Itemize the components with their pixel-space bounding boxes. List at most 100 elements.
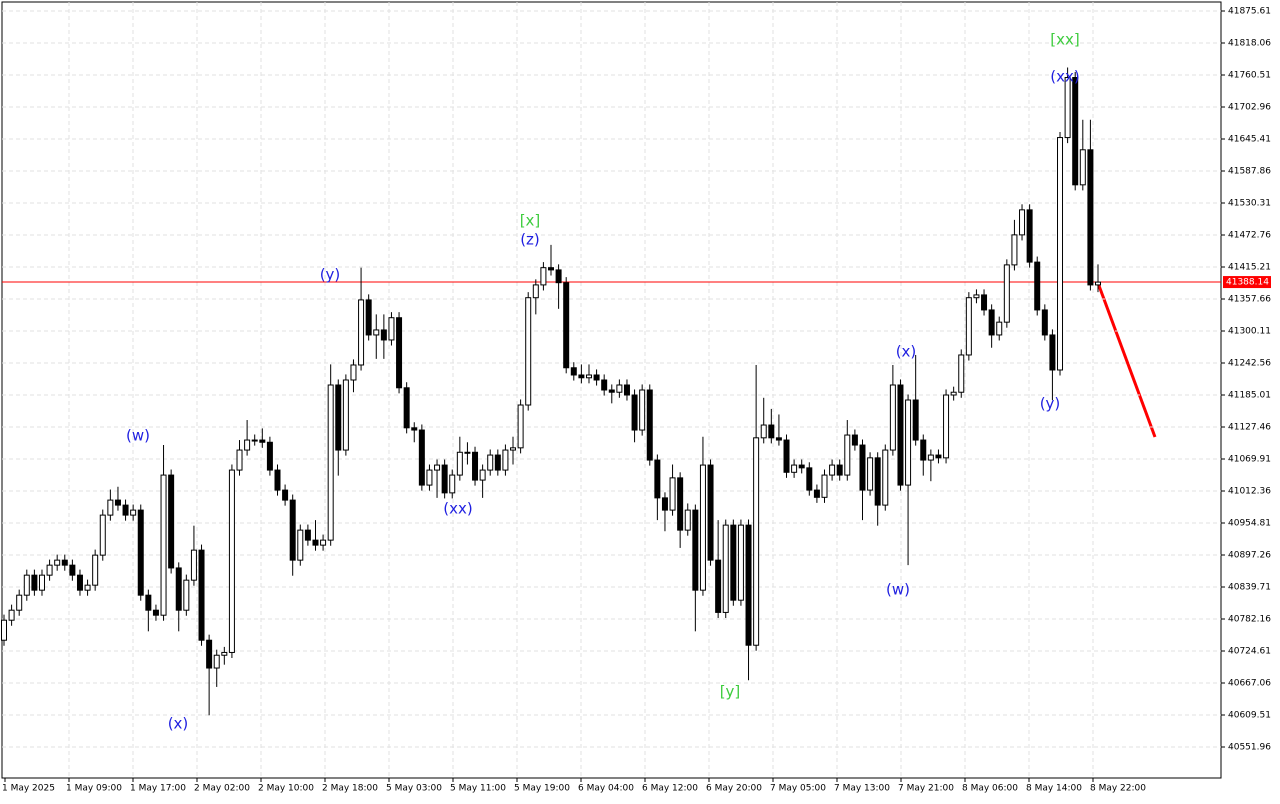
candle-body (525, 297, 532, 406)
candle-body (213, 654, 220, 669)
candle-body (46, 564, 53, 576)
candle-body (396, 317, 403, 389)
candle-body (434, 464, 441, 471)
x-tick-label: 7 May 05:00 (770, 784, 826, 794)
candle-body (851, 434, 858, 446)
candle-body (844, 434, 851, 476)
candle-body (145, 594, 152, 611)
candle-body (76, 574, 83, 591)
y-tick-label: 41875.61 (1228, 7, 1271, 17)
candle-body (1057, 137, 1064, 371)
candle-body (639, 389, 646, 431)
candle-body (791, 464, 798, 473)
candle-body (783, 439, 790, 473)
candle-body (479, 469, 486, 481)
x-tick-label: 5 May 19:00 (514, 784, 570, 794)
wave-label: [xx] (1050, 31, 1079, 49)
y-tick-label: 41415.21 (1228, 263, 1271, 273)
candle-body (107, 499, 114, 516)
candle-body (517, 404, 524, 449)
candle-body (1011, 234, 1018, 266)
candle-body (403, 387, 410, 429)
candle-body (168, 474, 175, 569)
candle-body (905, 399, 912, 486)
forecast-arrow (1096, 282, 1157, 438)
candle-body (540, 267, 547, 286)
y-tick-label: 41185.01 (1228, 391, 1271, 401)
candle-body (426, 469, 433, 486)
candle-body (775, 437, 782, 441)
y-tick-label: 40609.51 (1228, 711, 1271, 721)
y-tick-label: 41818.06 (1228, 39, 1271, 49)
candle-body (358, 299, 365, 366)
wave-label: (x) (896, 343, 917, 361)
candle-body (312, 539, 319, 546)
candle-body (715, 559, 722, 613)
candle-body (882, 449, 889, 506)
candle-body (472, 451, 479, 481)
candle-body (927, 454, 934, 461)
candle-body (487, 454, 494, 471)
y-tick-label: 41127.46 (1228, 423, 1271, 433)
candle-body (494, 454, 501, 471)
candle-body (1034, 261, 1041, 311)
candle-body (160, 474, 167, 616)
candle-body (335, 384, 342, 451)
candle-body (745, 524, 752, 646)
candle-body (988, 309, 995, 336)
candle-body (1087, 149, 1094, 286)
wave-label: (z) (520, 231, 540, 249)
candle-body (228, 469, 235, 653)
y-tick-label: 41530.31 (1228, 199, 1271, 209)
candle-body (806, 467, 813, 491)
candle-body (350, 364, 357, 381)
x-tick-label: 1 May 2025 (2, 784, 55, 794)
candle-body (502, 449, 509, 471)
candle-body (563, 282, 570, 369)
wave-label: (xx) (443, 500, 472, 518)
y-tick-label: 41242.56 (1228, 359, 1271, 369)
candle-body (441, 464, 448, 494)
candle-body (943, 394, 950, 459)
candle-body (798, 464, 805, 469)
candle-body (661, 497, 668, 511)
candle-body (365, 299, 372, 336)
x-tick-label: 2 May 10:00 (258, 784, 314, 794)
candle-body (388, 317, 395, 341)
candle-body (221, 651, 228, 656)
wave-label: (xx) (1050, 68, 1079, 86)
x-tick-label: 7 May 21:00 (898, 784, 954, 794)
candle-body (768, 424, 775, 439)
candle-body (889, 384, 896, 451)
y-tick-label: 41760.51 (1228, 71, 1271, 81)
candle-body (130, 509, 137, 516)
candle-body (61, 559, 68, 566)
candle-body (259, 439, 266, 443)
candle-body (373, 329, 380, 336)
candle-body (737, 524, 744, 601)
candle-body (456, 451, 463, 476)
candle-body (54, 559, 61, 566)
candle-body (236, 449, 243, 471)
candle-body (897, 384, 904, 486)
x-tick-label: 7 May 13:00 (834, 784, 890, 794)
candle-body (206, 639, 213, 669)
y-tick-label: 41357.66 (1228, 295, 1271, 305)
x-tick-label: 6 May 04:00 (578, 784, 634, 794)
candle-body (692, 509, 699, 591)
candle-body (874, 457, 881, 506)
y-tick-label: 40724.61 (1228, 647, 1271, 657)
candle-body (304, 529, 311, 541)
candle-body (175, 567, 182, 611)
x-tick-label: 1 May 17:00 (130, 784, 186, 794)
candle-body (92, 554, 99, 586)
candle-body (935, 454, 942, 459)
y-tick-label: 41587.86 (1228, 167, 1271, 177)
candle-body (965, 297, 972, 356)
candle-body (829, 464, 836, 476)
x-tick-label: 8 May 06:00 (962, 784, 1018, 794)
candle-body (646, 389, 653, 461)
candle-body (320, 539, 327, 546)
